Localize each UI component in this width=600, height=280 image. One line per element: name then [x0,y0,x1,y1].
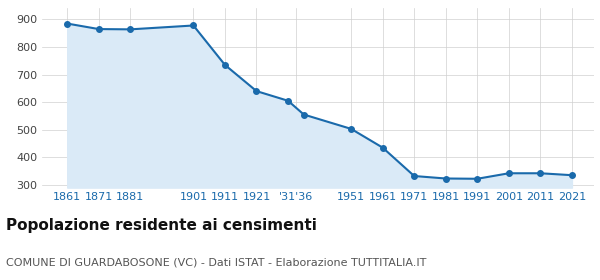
Text: COMUNE DI GUARDABOSONE (VC) - Dati ISTAT - Elaborazione TUTTITALIA.IT: COMUNE DI GUARDABOSONE (VC) - Dati ISTAT… [6,258,427,268]
Text: Popolazione residente ai censimenti: Popolazione residente ai censimenti [6,218,317,234]
